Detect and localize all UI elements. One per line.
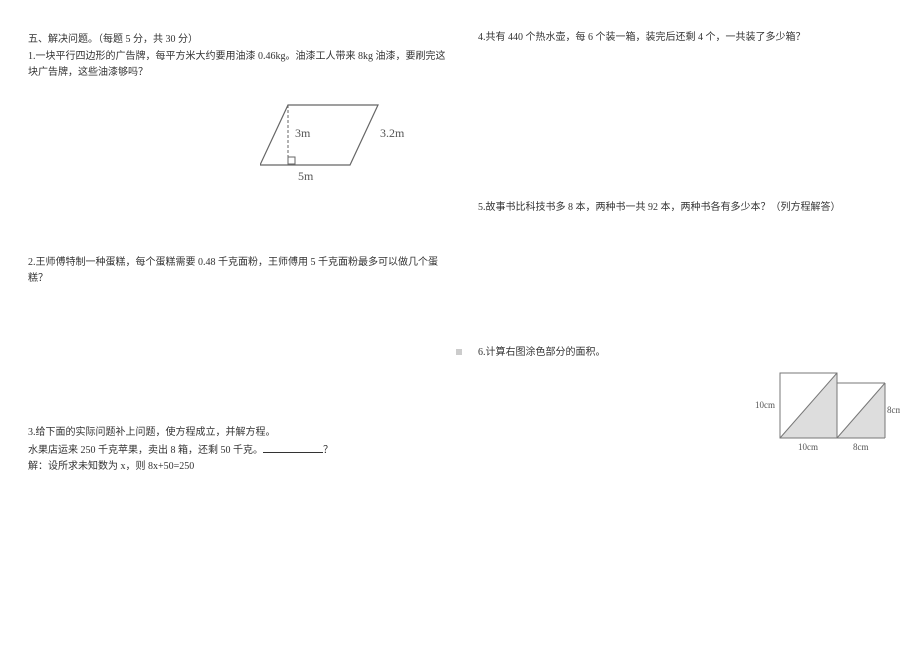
- height-label: 3m: [295, 126, 311, 140]
- base-label: 5m: [298, 169, 314, 183]
- question-2: 2.王师傅特制一种蛋糕，每个蛋糕需要 0.48 千克面粉，王师傅用 5 千克面粉…: [28, 255, 448, 287]
- left-h-label: 10cm: [755, 400, 775, 410]
- q3-line2: 水果店运来 250 千克苹果，卖出 8 箱，还剩 50 千克。？: [28, 441, 448, 459]
- center-marker: [456, 349, 462, 355]
- question-6: 6.计算右图涂色部分的面积。: [478, 345, 898, 361]
- section-title: 五、解决问题。（每题 5 分，共 30 分）: [28, 30, 448, 45]
- question-1: 1.一块平行四边形的广告牌，每平方米大约要用油漆 0.46kg。油漆工人带来 8…: [28, 49, 448, 81]
- right-h-label: 8cm: [887, 405, 900, 415]
- question-4: 4.共有 440 个热水壶，每 6 个装一箱，装完后还剩 4 个，一共装了多少箱…: [478, 30, 898, 46]
- parallelogram-diagram: 3m 3.2m 5m: [260, 95, 410, 185]
- fill-blank: [263, 441, 323, 453]
- question-3: 3.给下面的实际问题补上问题，使方程成立，并解方程。 水果店运来 250 千克苹…: [28, 425, 448, 475]
- slant-label: 3.2m: [380, 126, 405, 140]
- question-5: 5.故事书比科技书多 8 本，两种书一共 92 本，两种书各有多少本？（列方程解…: [478, 200, 898, 216]
- right-w-label: 8cm: [853, 442, 869, 452]
- composite-diagram: 10cm 10cm 8cm 8cm: [755, 363, 900, 458]
- q3-line1: 3.给下面的实际问题补上问题，使方程成立，并解方程。: [28, 425, 448, 441]
- left-w-label: 10cm: [798, 442, 818, 452]
- q3-line3: 解：设所求未知数为 x，则 8x+50=250: [28, 459, 448, 475]
